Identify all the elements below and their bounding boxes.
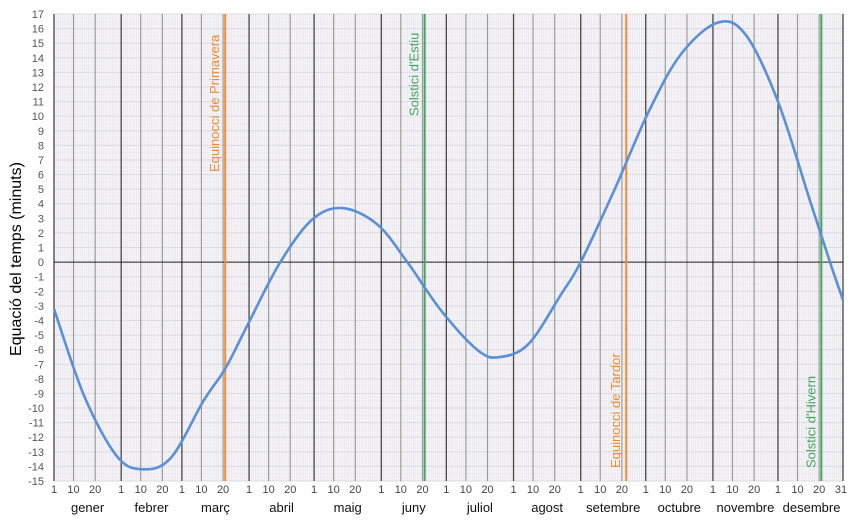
- y-tick-label: -11: [29, 418, 44, 430]
- x-tick-label: 10: [262, 484, 274, 496]
- x-tick-label: 20: [89, 484, 101, 496]
- equation-of-time-curve: [52, 19, 845, 471]
- x-tick-label: 1: [710, 484, 716, 496]
- x-tick-label: 20: [481, 484, 493, 496]
- x-axis-ticks: 1 10 20 gener 1 10 20 febrer 1 10 20 març 1 10 20 abril…: [51, 484, 847, 515]
- y-tick-label: 5: [38, 184, 44, 196]
- month-label: gener: [71, 500, 105, 515]
- x-tick-label: 1: [311, 484, 317, 496]
- y-tick-label: -12: [28, 432, 44, 444]
- x-tick-label: 1: [246, 484, 252, 496]
- y-tick-label: -5: [34, 330, 44, 342]
- x-tick-label: 20: [416, 484, 428, 496]
- x-tick-label: 10: [791, 484, 803, 496]
- y-tick-label: 2: [38, 228, 44, 240]
- marker-label: Equinocci de Tardor: [608, 353, 623, 468]
- svg-text:31: 31: [835, 484, 847, 496]
- y-tick-label: -6: [34, 345, 44, 357]
- x-tick-label: 1: [578, 484, 584, 496]
- x-tick-label: 1: [443, 484, 449, 496]
- y-tick-label: -1: [34, 272, 44, 284]
- month-label: setembre: [586, 500, 640, 515]
- x-tick-label: 1: [51, 484, 57, 496]
- x-tick-label: 20: [549, 484, 561, 496]
- y-tick-label: 17: [32, 9, 44, 21]
- y-tick-label: -15: [28, 476, 44, 488]
- x-tick-label: 10: [594, 484, 606, 496]
- event-markers: Equinocci de Primavera Solstici d'Estiu Eq…: [207, 14, 823, 481]
- y-tick-label: 15: [32, 38, 44, 50]
- y-tick-label: -3: [34, 301, 44, 313]
- y-tick-label: -13: [28, 447, 44, 459]
- marker-label: Equinocci de Primavera: [207, 34, 222, 172]
- x-tick-label: 10: [67, 484, 79, 496]
- y-tick-label: -7: [34, 359, 44, 371]
- x-tick-label: 10: [460, 484, 472, 496]
- y-tick-label: -2: [34, 286, 44, 298]
- y-tick-label: 4: [38, 199, 44, 211]
- month-label: març: [201, 500, 230, 515]
- y-tick-label: 9: [38, 126, 44, 138]
- y-tick-label: 8: [38, 140, 44, 152]
- y-tick-label: -14: [28, 461, 44, 473]
- x-tick-label: 10: [395, 484, 407, 496]
- month-label: abril: [269, 500, 294, 515]
- y-tick-label: 6: [38, 170, 44, 182]
- x-tick-label: 20: [681, 484, 693, 496]
- y-tick-label: 14: [32, 53, 44, 65]
- y-tick-label: 16: [32, 24, 44, 36]
- x-tick-label: 20: [284, 484, 296, 496]
- month-label: juliol: [466, 500, 493, 515]
- y-axis-ticks: -15-14-13-12-11-10-9-8-7-6-5-4-3-2-10123…: [28, 9, 44, 488]
- grid: [53, 13, 844, 482]
- x-tick-label: 20: [349, 484, 361, 496]
- x-tick-label: 1: [118, 484, 124, 496]
- month-label: maig: [334, 500, 362, 515]
- y-tick-label: -10: [28, 403, 44, 415]
- y-tick-label: 0: [38, 257, 44, 269]
- x-tick-label: 1: [643, 484, 649, 496]
- month-label: agost: [531, 500, 563, 515]
- x-tick-label: 1: [179, 484, 185, 496]
- y-tick-label: 3: [38, 213, 44, 225]
- x-tick-label: 1: [378, 484, 384, 496]
- x-tick-label: 10: [327, 484, 339, 496]
- month-label: octubre: [658, 500, 701, 515]
- x-tick-label: 10: [527, 484, 539, 496]
- x-tick-label: 20: [813, 484, 825, 496]
- y-tick-label: 1: [38, 243, 44, 255]
- month-label: juny: [401, 500, 426, 515]
- x-tick-label: 20: [616, 484, 628, 496]
- x-tick-label: 1: [510, 484, 516, 496]
- x-tick-label: 20: [156, 484, 168, 496]
- x-tick-label: 20: [217, 484, 229, 496]
- y-tick-label: -9: [34, 388, 44, 400]
- x-tick-label: 10: [195, 484, 207, 496]
- x-tick-label: 10: [726, 484, 738, 496]
- y-tick-label: -4: [34, 315, 44, 327]
- x-tick-label: 10: [659, 484, 671, 496]
- x-tick-label: 10: [135, 484, 147, 496]
- marker-label: Solstici d'Estiu: [407, 33, 422, 116]
- y-tick-label: 12: [32, 82, 44, 94]
- y-tick-label: 11: [33, 97, 44, 109]
- marker-label: Solstici d'Hivern: [803, 376, 818, 468]
- x-tick-label: 1: [775, 484, 781, 496]
- y-tick-label: 10: [32, 111, 44, 123]
- y-tick-label: 7: [38, 155, 44, 167]
- y-tick-label: 13: [32, 67, 44, 79]
- x-tick-label: 20: [748, 484, 760, 496]
- month-label: febrer: [135, 500, 170, 515]
- month-label: desembre: [783, 500, 841, 515]
- month-label: novembre: [717, 500, 775, 515]
- y-tick-label: -8: [34, 374, 44, 386]
